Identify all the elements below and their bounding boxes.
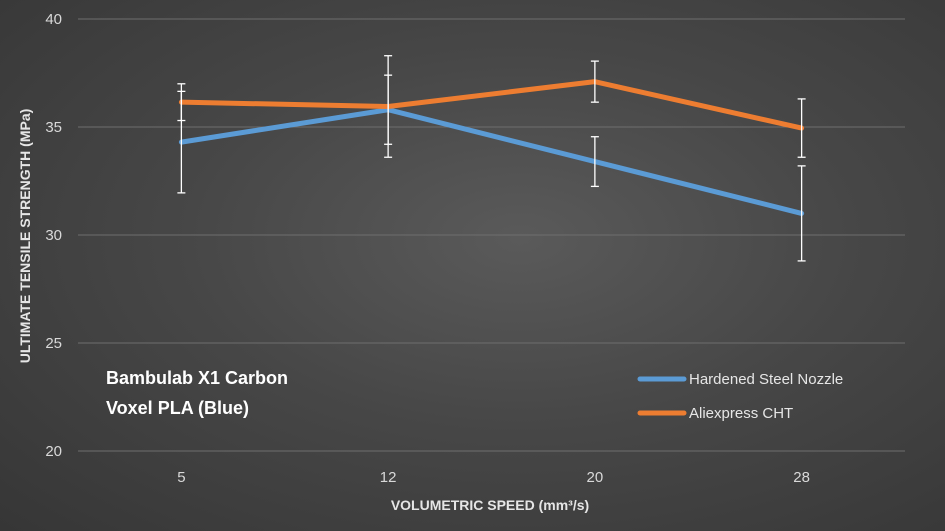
x-tick-label: 28 xyxy=(793,469,810,486)
x-tick-label: 5 xyxy=(177,469,185,486)
error-bar xyxy=(797,98,806,158)
x-axis-title: VOLUMETRIC SPEED (mm³/s) xyxy=(391,497,589,513)
series-line-1 xyxy=(178,79,805,131)
y-tick-label: 40 xyxy=(45,11,62,28)
y-axis-ticks: 20 25 30 35 40 xyxy=(45,11,62,460)
series-line-0 xyxy=(178,107,805,216)
annotation-line-2: Voxel PLA (Blue) xyxy=(106,398,249,418)
x-tick-label: 12 xyxy=(380,469,397,486)
error-bar xyxy=(590,136,599,188)
error-bar xyxy=(590,60,599,103)
series-lines xyxy=(178,79,805,216)
y-tick-label: 25 xyxy=(45,335,62,352)
x-tick-label: 20 xyxy=(587,469,604,486)
error-bar xyxy=(384,55,393,158)
legend-label-aliexpress-cht: Aliexpress CHT xyxy=(689,405,793,422)
gridlines xyxy=(78,18,905,452)
legend-label-hardened-steel: Hardened Steel Nozzle xyxy=(689,371,843,388)
error-bars xyxy=(177,55,806,262)
y-tick-label: 35 xyxy=(45,119,62,136)
annotation-line-1: Bambulab X1 Carbon xyxy=(106,368,288,388)
legend: Hardened Steel Nozzle Aliexpress CHT xyxy=(637,371,843,422)
y-axis-title: ULTIMATE TENSILE STRENGTH (MPa) xyxy=(17,109,33,364)
y-tick-label: 20 xyxy=(45,443,62,460)
error-bar xyxy=(797,165,806,262)
x-axis-ticks: 5 12 20 28 xyxy=(177,469,810,486)
y-tick-label: 30 xyxy=(45,227,62,244)
error-bar xyxy=(177,83,186,122)
